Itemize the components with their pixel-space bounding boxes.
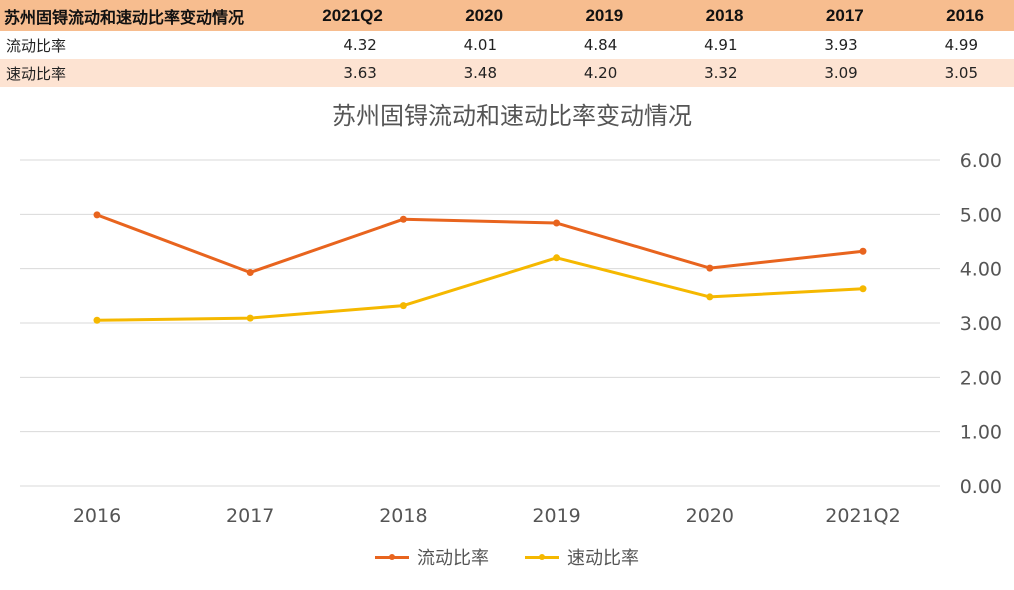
y-tick-label: 1.00 [960, 422, 1002, 444]
row-label: 流动比率 [6, 36, 67, 55]
data-point [399, 302, 407, 310]
y-tick-label: 2.00 [960, 367, 1002, 389]
legend-swatch-current-ratio [375, 553, 409, 560]
table-header-cell: 2018 [705, 5, 744, 25]
y-tick-label: 0.00 [960, 476, 1002, 498]
x-tick-label: 2017 [226, 505, 274, 527]
table-header-cell: 2019 [585, 5, 624, 25]
x-tick-label: 2021Q2 [825, 505, 900, 527]
y-tick-label: 6.00 [960, 150, 1002, 172]
x-tick-label: 2019 [532, 505, 580, 527]
table-cell: 3.93 [824, 36, 858, 54]
table-cell: 4.84 [583, 36, 618, 54]
data-point [553, 254, 561, 262]
table-cell: 4.20 [583, 64, 618, 82]
data-table: 苏州固锝流动和速动比率变动情况 2021Q2 2020 2019 2018 20… [0, 0, 1014, 87]
table-cell: 3.09 [824, 64, 858, 82]
table-row: 速动比率 3.63 3.48 4.20 3.32 3.09 3.05 [0, 59, 1014, 87]
chart-plot: 0.00 1.00 2.00 3.00 4.00 5.00 6.00 2016 2017 2018… [20, 150, 1002, 527]
line-chart: 苏州固锝流动和速动比率变动情况 0.00 1.00 2.00 3.00 4.00 5.00… [0, 88, 1014, 590]
x-tick-label: 2018 [379, 505, 427, 527]
data-point [399, 215, 407, 223]
x-tick-label: 2016 [73, 505, 121, 527]
table-cell: 3.05 [944, 64, 978, 82]
table-cell: 3.63 [343, 64, 377, 82]
y-tick-label: 5.00 [960, 204, 1002, 226]
data-point [93, 316, 101, 324]
legend-label: 速动比率 [567, 548, 639, 569]
series-line-current-ratio [96, 213, 864, 274]
table-cell: 4.99 [944, 36, 978, 54]
data-point [93, 211, 101, 219]
data-point [706, 293, 714, 301]
legend-item-current-ratio: 流动比率 [375, 544, 489, 570]
chart-legend: 流动比率 速动比率 [0, 544, 1014, 570]
data-point [246, 268, 254, 276]
chart-title: 苏州固锝流动和速动比率变动情况 [332, 102, 692, 130]
table-cell: 4.01 [463, 36, 498, 54]
table-header-cell: 2017 [825, 5, 864, 25]
data-point [553, 219, 561, 227]
y-tick-label: 3.00 [960, 313, 1002, 335]
legend-swatch-quick-ratio [525, 553, 559, 560]
table-header-cell: 2016 [946, 5, 984, 25]
table-header-cell: 2021Q2 [322, 5, 383, 25]
table-cell: 4.91 [704, 36, 738, 54]
table-cell: 4.32 [343, 36, 377, 54]
data-point [246, 314, 254, 322]
row-label: 速动比率 [6, 64, 67, 83]
data-point [706, 264, 714, 272]
table-cell: 3.32 [704, 64, 738, 82]
legend-item-quick-ratio: 速动比率 [525, 544, 639, 570]
legend-label: 流动比率 [417, 548, 489, 569]
table-title-cell: 苏州固锝流动和速动比率变动情况 [4, 9, 245, 27]
table-row: 流动比率 4.32 4.01 4.84 4.91 3.93 4.99 [0, 31, 1014, 59]
table-cell: 3.48 [463, 64, 498, 82]
data-point [859, 285, 867, 293]
data-point [859, 247, 867, 255]
table-header-row: 苏州固锝流动和速动比率变动情况 2021Q2 2020 2019 2018 20… [0, 0, 1014, 31]
table-header-cell: 2020 [465, 5, 504, 25]
y-tick-label: 4.00 [960, 259, 1002, 281]
x-tick-label: 2020 [686, 505, 734, 527]
series-line-quick-ratio [96, 256, 864, 322]
